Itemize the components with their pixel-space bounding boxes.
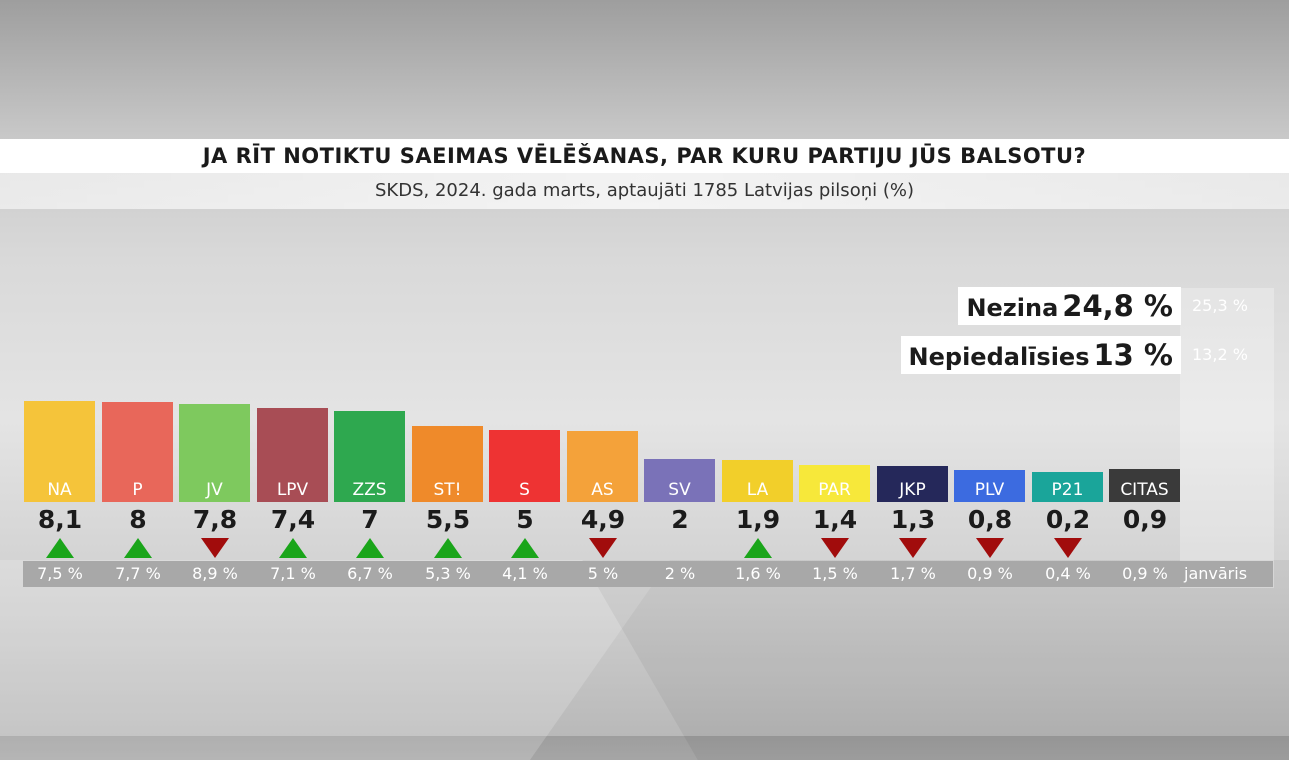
party-label: S: [489, 478, 560, 502]
trend-up-icon: [45, 538, 74, 558]
data-label: 8,1: [37, 505, 83, 534]
extra-value: 13 %: [1093, 338, 1173, 372]
floor-shade: [582, 560, 1289, 760]
trend-down-icon: [820, 538, 849, 558]
data-label: 7,4: [270, 505, 316, 534]
trend-down-icon: [898, 538, 927, 558]
previous-value: 7,1 %: [270, 564, 316, 583]
trend-up-icon: [433, 538, 462, 558]
previous-period-label: janvāris: [1184, 564, 1248, 583]
previous-value: 7,7 %: [115, 564, 161, 583]
trend-down-icon: [200, 538, 229, 558]
extra-value: 24,8 %: [1062, 289, 1173, 323]
data-label: 0,8: [967, 505, 1013, 534]
party-label: LA: [722, 478, 793, 502]
party-label: CITAS: [1109, 478, 1180, 502]
party-label: SV: [644, 478, 715, 502]
data-label: 0,9: [1122, 505, 1168, 534]
subtitle-banner: [0, 173, 1289, 209]
bar-as: [567, 431, 638, 478]
bar-s: [489, 430, 560, 478]
data-label: 2: [671, 505, 689, 534]
trend-up-icon: [355, 538, 384, 558]
extra-box-nepiedalisies: Nepiedalīsies 13 %: [900, 336, 1181, 374]
data-label: 4,9: [580, 505, 626, 534]
trend-up-icon: [278, 538, 307, 558]
trend-down-icon: [1053, 538, 1082, 558]
side-panel: [1180, 288, 1274, 588]
trend-up-icon: [510, 538, 539, 558]
party-label: ZZS: [334, 478, 405, 502]
previous-value: 0,9 %: [967, 564, 1013, 583]
bar-st: [412, 426, 483, 478]
data-label: 5,5: [425, 505, 471, 534]
bar-p: [102, 402, 173, 478]
data-label: 1,3: [890, 505, 936, 534]
bar-la: [722, 460, 793, 478]
bar-par: [799, 465, 870, 478]
extra-box-nezina: Nezina 24,8 %: [958, 287, 1181, 325]
chart-title: JA RĪT NOTIKTU SAEIMAS VĒLĒŠANAS, PAR KU…: [202, 144, 1087, 168]
data-label: 5: [516, 505, 534, 534]
previous-value: 0,9 %: [1122, 564, 1168, 583]
bar-plv: [954, 470, 1025, 478]
floor-shade: [0, 560, 671, 760]
data-label: 1,4: [812, 505, 858, 534]
party-label: JV: [179, 478, 250, 502]
data-label: 8: [129, 505, 147, 534]
extra-label: Nepiedalīsies: [908, 343, 1090, 371]
party-label: NA: [24, 478, 95, 502]
data-label: 0,2: [1045, 505, 1091, 534]
previous-strip: [23, 561, 1273, 587]
party-label: AS: [567, 478, 638, 502]
previous-value: 6,7 %: [347, 564, 393, 583]
party-label: LPV: [257, 478, 328, 502]
previous-value: 5,3 %: [425, 564, 471, 583]
bar-zzs: [334, 411, 405, 478]
previous-value: 4,1 %: [502, 564, 548, 583]
trend-down-icon: [975, 538, 1004, 558]
trend-down-icon: [588, 538, 617, 558]
party-label: PAR: [799, 478, 870, 502]
bar-jkp: [877, 466, 948, 478]
title-banner: [0, 139, 1289, 173]
previous-value: 1,7 %: [890, 564, 936, 583]
extra-previous: 13,2 %: [1192, 345, 1248, 364]
bar-jv: [179, 404, 250, 478]
previous-value: 7,5 %: [37, 564, 83, 583]
previous-value: 1,5 %: [812, 564, 858, 583]
bar-na: [24, 401, 95, 478]
extra-previous: 25,3 %: [1192, 296, 1248, 315]
bar-p21: [1032, 472, 1103, 478]
bar-sv: [644, 459, 715, 478]
party-label: P21: [1032, 478, 1103, 502]
data-label: 7,8: [192, 505, 238, 534]
trend-up-icon: [743, 538, 772, 558]
previous-value: 8,9 %: [192, 564, 238, 583]
data-label: 7: [361, 505, 379, 534]
previous-value: 2 %: [664, 564, 696, 583]
party-label: JKP: [877, 478, 948, 502]
party-label: P: [102, 478, 173, 502]
previous-value: 5 %: [587, 564, 619, 583]
data-label: 1,9: [735, 505, 781, 534]
party-label: PLV: [954, 478, 1025, 502]
bar-lpv: [257, 408, 328, 478]
bar-citas: [1109, 469, 1180, 478]
previous-value: 1,6 %: [735, 564, 781, 583]
trend-up-icon: [123, 538, 152, 558]
extra-label: Nezina: [966, 294, 1059, 322]
party-label: ST!: [412, 478, 483, 502]
chart-subtitle: SKDS, 2024. gada marts, aptaujāti 1785 L…: [375, 180, 914, 201]
previous-value: 0,4 %: [1045, 564, 1091, 583]
